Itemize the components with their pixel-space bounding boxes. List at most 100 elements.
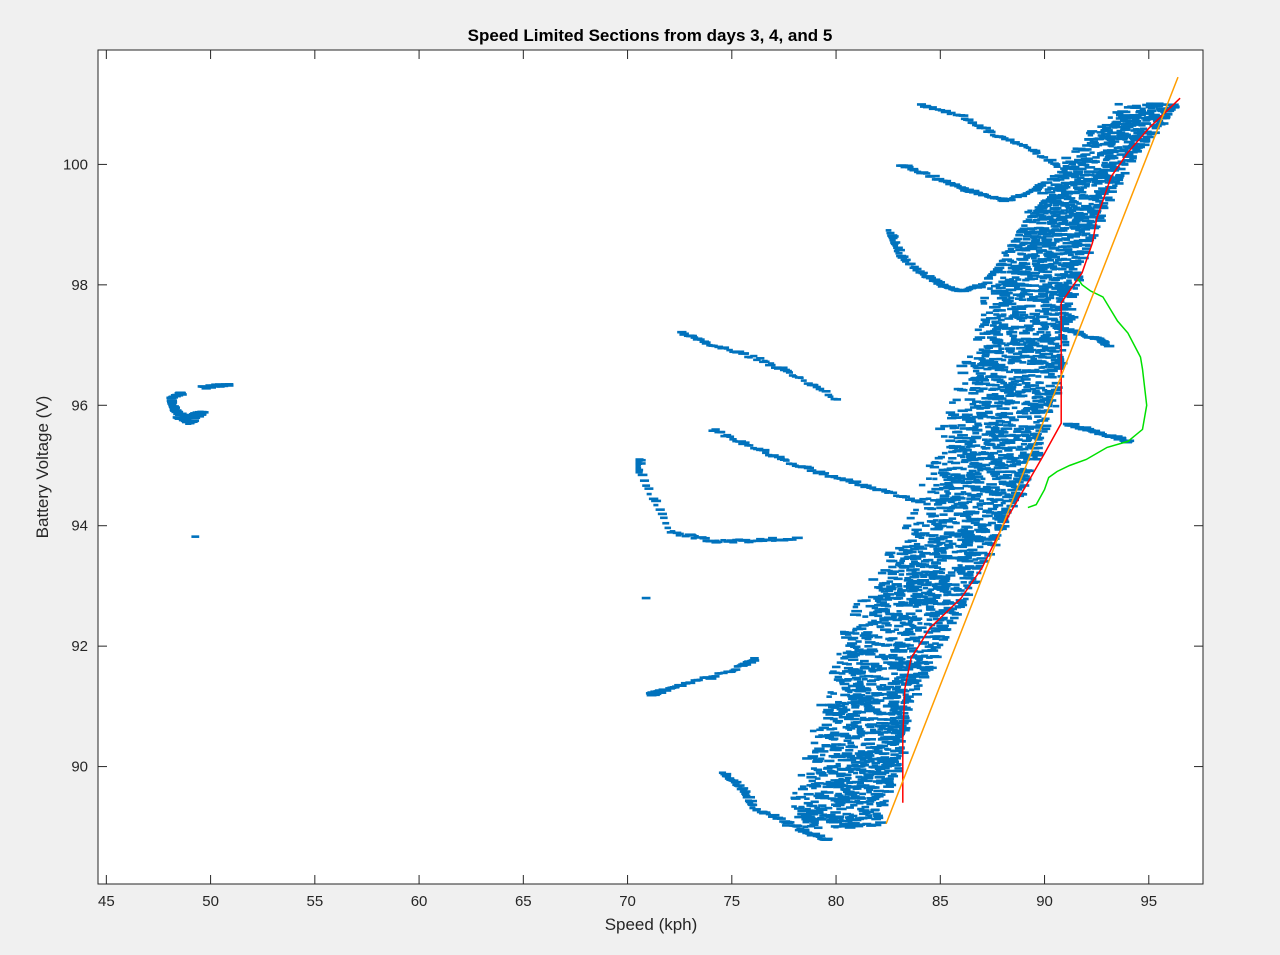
scatter-point (912, 605, 919, 608)
scatter-point (947, 500, 955, 504)
scatter-point (1013, 376, 1024, 379)
scatter-point (962, 436, 973, 440)
scatter-point (839, 681, 845, 684)
scatter-point (1030, 446, 1040, 450)
scatter-point (997, 262, 1007, 266)
scatter-point (999, 323, 1009, 327)
scatter-point (1070, 183, 1078, 187)
scatter-point (859, 758, 867, 761)
scatter-point (1002, 499, 1012, 503)
scatter-point (847, 741, 855, 745)
scatter-point (926, 590, 933, 594)
scatter-point (961, 559, 969, 563)
scatter-point (1106, 141, 1116, 145)
scatter-point (1026, 425, 1035, 429)
scatter-point (1041, 417, 1050, 421)
scatter-point (1076, 161, 1086, 164)
scatter-point (1032, 456, 1038, 460)
scatter-point (1008, 359, 1020, 363)
scatter-point (1087, 210, 1095, 214)
scatter-point (1105, 196, 1113, 200)
plot-area (166, 76, 1181, 841)
scatter-point (909, 544, 916, 548)
scatter-point (951, 550, 958, 554)
scatter-point (885, 748, 892, 751)
scatter-point (970, 286, 977, 290)
scatter-point (1060, 204, 1066, 207)
scatter-point (1144, 111, 1155, 115)
scatter-point (922, 524, 930, 527)
scatter-point (938, 610, 949, 614)
scatter-point (1064, 285, 1075, 289)
scatter-point (844, 768, 855, 771)
scatter-point (967, 537, 977, 541)
scatter-point (1015, 248, 1027, 252)
scatter-point (970, 364, 979, 368)
scatter-point (859, 800, 869, 804)
scatter-point (960, 460, 969, 464)
scatter-point (869, 611, 878, 615)
y-tick-label: 96 (71, 397, 88, 414)
scatter-point (1072, 245, 1079, 249)
scatter-point (943, 180, 949, 184)
scatter-point (1041, 321, 1048, 324)
scatter-point (891, 583, 902, 586)
scatter-point (896, 712, 903, 716)
scatter-point (939, 624, 949, 628)
scatter-point (885, 624, 892, 627)
scatter-point (901, 726, 911, 730)
scatter-point (1016, 394, 1025, 398)
line-series (885, 76, 1181, 825)
scatter-point (925, 581, 932, 584)
scatter-point (977, 414, 988, 418)
scatter-point (1024, 384, 1035, 387)
scatter-point (987, 130, 996, 134)
scatter-point (991, 500, 998, 503)
scatter-point (823, 708, 834, 712)
scatter-point (1127, 105, 1138, 109)
scatter-point (1023, 254, 1031, 257)
scatter-point (897, 632, 907, 635)
scatter-point (205, 384, 214, 387)
scatter-point (1052, 201, 1060, 205)
scatter-point (990, 284, 1001, 288)
scatter-point (858, 699, 866, 703)
scatter-point (1023, 256, 1030, 259)
scatter-point (949, 111, 956, 115)
scatter-point (997, 511, 1005, 514)
scatter-point (913, 267, 922, 271)
scatter-point (995, 413, 1005, 416)
scatter-point (1012, 352, 1023, 355)
scatter-point (901, 643, 911, 647)
scatter-point (970, 388, 977, 392)
scatter-point (895, 546, 904, 550)
scatter-point (927, 593, 935, 597)
scatter-point (1077, 167, 1087, 171)
scatter-point (1009, 243, 1017, 247)
scatter-point (961, 413, 969, 417)
scatter-point (950, 611, 959, 615)
scatter-point (1052, 276, 1064, 280)
scatter-point (892, 688, 901, 691)
scatter-point (1098, 187, 1108, 190)
scatter-point (921, 591, 927, 595)
scatter-point (913, 580, 920, 583)
scatter-point (1139, 107, 1146, 111)
scatter-point (1058, 201, 1064, 204)
scatter-point (857, 733, 865, 737)
scatter-point (1061, 293, 1071, 297)
scatter-point (928, 107, 937, 111)
scatter-point (987, 453, 994, 457)
scatter-point (1036, 419, 1043, 423)
scatter-point (874, 635, 883, 639)
scatter-point (887, 235, 899, 238)
scatter-point (824, 806, 833, 810)
scatter-point (912, 592, 924, 596)
y-tick-label: 92 (71, 638, 88, 655)
scatter-point (919, 497, 928, 501)
scatter-point (864, 645, 873, 648)
scatter-point (991, 474, 999, 478)
scatter-point (994, 321, 1001, 325)
scatter-point (918, 635, 924, 639)
scatter-point (815, 796, 826, 800)
